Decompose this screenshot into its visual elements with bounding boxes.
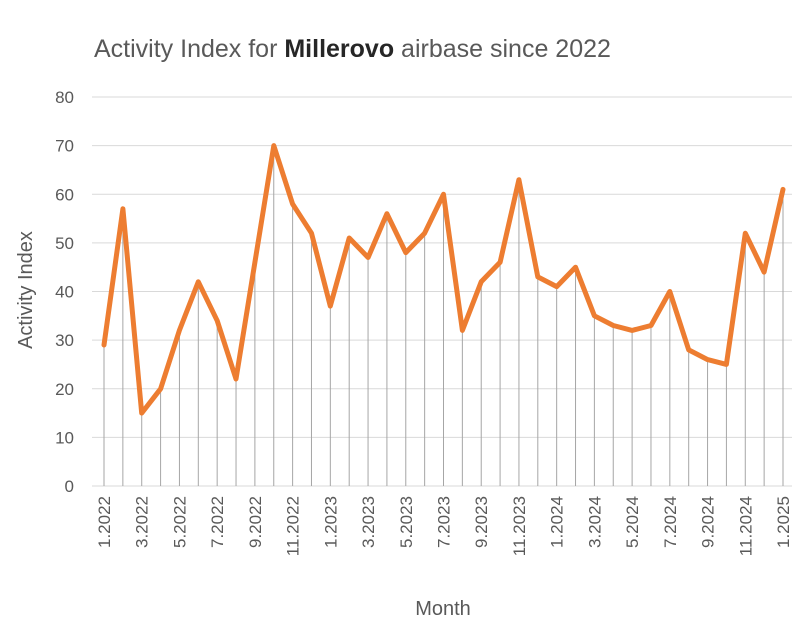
x-axis-label: Month bbox=[415, 598, 471, 620]
x-tick-label: 1.2023 bbox=[321, 496, 340, 548]
x-tick-label: 1.2022 bbox=[95, 496, 114, 548]
y-tick-label: 80 bbox=[55, 88, 74, 107]
chart-title-bold: Millerovo bbox=[284, 35, 394, 63]
x-tick-label: 9.2023 bbox=[472, 496, 491, 548]
y-tick-label: 40 bbox=[55, 283, 74, 302]
x-tick-labels: 1.2022 3.2022 5.2022 7.2022 9.2022 11.2022 1.2… bbox=[95, 496, 793, 556]
x-tick-label: 11.2023 bbox=[510, 496, 529, 556]
gridlines bbox=[92, 96, 792, 487]
x-tick-label: 1.2024 bbox=[548, 496, 567, 548]
drop-lines bbox=[103, 145, 784, 486]
series-layer bbox=[101, 143, 786, 416]
y-tick-label: 30 bbox=[55, 331, 74, 350]
x-tick-label: 3.2024 bbox=[585, 496, 604, 548]
x-tick-label: 1.2025 bbox=[774, 496, 793, 548]
x-tick-label: 7.2024 bbox=[661, 496, 680, 548]
chart-title-prefix: Activity Index for bbox=[94, 35, 284, 63]
y-tick-label: 10 bbox=[55, 428, 74, 447]
x-tick-label: 9.2024 bbox=[699, 496, 718, 548]
x-tick-label: 5.2022 bbox=[170, 496, 189, 548]
y-tick-label: 50 bbox=[55, 234, 74, 253]
x-tick-label: 7.2022 bbox=[208, 496, 227, 548]
x-tick-label: 7.2023 bbox=[435, 496, 454, 548]
chart-title: Activity Index for Millerovo airbase sin… bbox=[94, 35, 611, 63]
y-tick-label: 20 bbox=[55, 380, 74, 399]
chart-title-suffix: airbase since 2022 bbox=[394, 35, 611, 63]
y-tick-labels: 0 10 20 30 40 50 60 70 80 bbox=[55, 88, 74, 496]
y-tick-label: 0 bbox=[65, 477, 74, 496]
x-tick-label: 11.2022 bbox=[284, 496, 303, 556]
y-tick-label: 70 bbox=[55, 137, 74, 156]
y-axis-label: Activity Index bbox=[15, 231, 37, 349]
x-tick-label: 9.2022 bbox=[246, 496, 265, 548]
x-tick-label: 3.2023 bbox=[359, 496, 378, 548]
x-tick-label: 5.2024 bbox=[623, 496, 642, 548]
x-tick-label: 3.2022 bbox=[133, 496, 152, 548]
x-tick-label: 5.2023 bbox=[397, 496, 416, 548]
x-tick-label: 11.2024 bbox=[736, 496, 755, 556]
y-tick-label: 60 bbox=[55, 185, 74, 204]
